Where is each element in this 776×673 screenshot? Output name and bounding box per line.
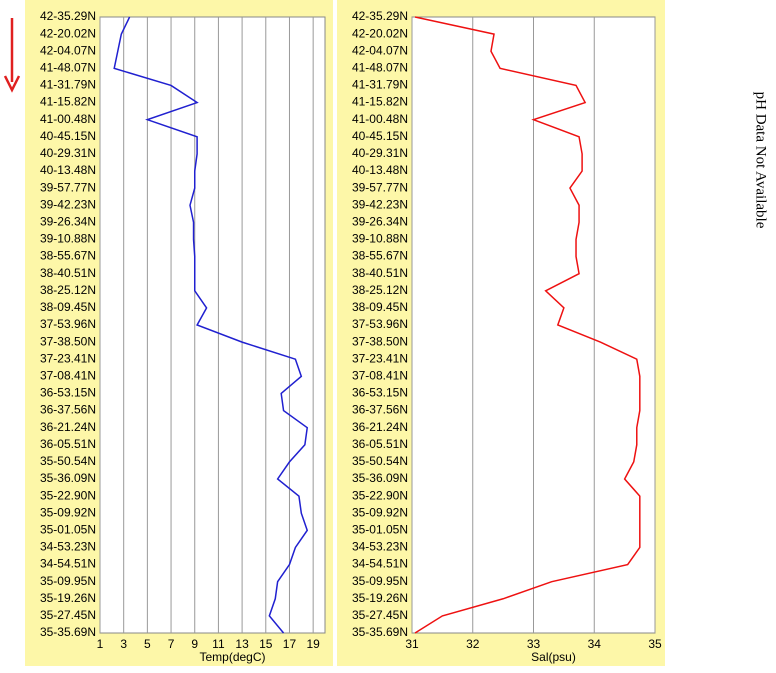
y-tick-label: 39-26.34N bbox=[40, 215, 96, 229]
y-tick-label: 38-40.51N bbox=[40, 266, 96, 280]
y-tick-label: 38-40.51N bbox=[352, 266, 408, 280]
y-tick-label: 39-57.77N bbox=[40, 180, 96, 194]
y-tick-label: 35-09.95N bbox=[352, 574, 408, 588]
y-tick-label: 37-23.41N bbox=[352, 351, 408, 365]
y-tick-label: 35-27.45N bbox=[352, 608, 408, 622]
y-tick-label: 37-38.50N bbox=[352, 334, 408, 348]
y-tick-label: 38-25.12N bbox=[40, 283, 96, 297]
y-tick-label: 39-42.23N bbox=[352, 197, 408, 211]
y-tick-label: 42-04.07N bbox=[40, 43, 96, 57]
y-tick-label: 42-35.29N bbox=[352, 9, 408, 23]
y-tick-label: 39-57.77N bbox=[352, 180, 408, 194]
y-tick-label: 40-45.15N bbox=[352, 129, 408, 143]
y-tick-label: 41-15.82N bbox=[352, 95, 408, 109]
y-tick-label: 35-35.69N bbox=[40, 625, 96, 639]
x-tick-label: 17 bbox=[283, 637, 297, 651]
y-tick-label: 37-23.41N bbox=[40, 351, 96, 365]
y-tick-label: 35-19.26N bbox=[352, 591, 408, 605]
x-tick-label: 9 bbox=[191, 637, 198, 651]
y-tick-label: 41-48.07N bbox=[40, 61, 96, 75]
y-tick-label: 35-22.90N bbox=[40, 488, 96, 502]
y-tick-label: 41-00.48N bbox=[40, 112, 96, 126]
y-tick-label: 35-36.09N bbox=[40, 471, 96, 485]
y-tick-label: 35-35.69N bbox=[352, 625, 408, 639]
data-line bbox=[113, 16, 309, 634]
y-tick-label: 36-53.15N bbox=[40, 386, 96, 400]
x-tick-label: 11 bbox=[212, 637, 225, 651]
y-tick-label: 42-04.07N bbox=[352, 43, 408, 57]
y-tick-label: 42-35.29N bbox=[40, 9, 96, 23]
y-tick-label: 35-36.09N bbox=[352, 471, 408, 485]
y-tick-label: 35-09.92N bbox=[352, 505, 408, 519]
x-tick-label: 1 bbox=[97, 637, 104, 651]
y-tick-label: 36-05.51N bbox=[352, 437, 408, 451]
x-tick-label: 31 bbox=[405, 637, 419, 651]
x-axis-label: Temp(degC) bbox=[199, 650, 265, 664]
y-tick-label: 38-09.45N bbox=[352, 300, 408, 314]
plot-area bbox=[99, 16, 326, 634]
y-tick-label: 35-27.45N bbox=[40, 608, 96, 622]
y-tick-label: 35-19.26N bbox=[40, 591, 96, 605]
x-tick-label: 35 bbox=[648, 637, 662, 651]
x-tick-label: 5 bbox=[144, 637, 151, 651]
y-tick-label: 41-48.07N bbox=[352, 61, 408, 75]
x-axis-label: Sal(psu) bbox=[531, 650, 576, 664]
x-tick-label: 3 bbox=[120, 637, 127, 651]
y-tick-label: 42-20.02N bbox=[40, 26, 96, 40]
y-tick-label: 37-53.96N bbox=[352, 317, 408, 331]
y-tick-label: 39-10.88N bbox=[40, 232, 96, 246]
y-tick-label: 35-22.90N bbox=[352, 488, 408, 502]
y-tick-label: 42-20.02N bbox=[352, 26, 408, 40]
y-tick-label: 34-53.23N bbox=[352, 540, 408, 554]
x-tick-label: 33 bbox=[527, 637, 541, 651]
y-tick-label: 37-08.41N bbox=[40, 369, 96, 383]
y-tick-label: 40-13.48N bbox=[40, 163, 96, 177]
y-tick-label: 40-45.15N bbox=[40, 129, 96, 143]
y-tick-label: 38-55.67N bbox=[40, 249, 96, 263]
y-tick-label: 41-31.79N bbox=[352, 78, 408, 92]
y-tick-label: 40-13.48N bbox=[352, 163, 408, 177]
y-tick-label: 39-10.88N bbox=[352, 232, 408, 246]
x-tick-label: 19 bbox=[306, 637, 320, 651]
y-tick-label: 36-53.15N bbox=[352, 386, 408, 400]
y-tick-label: 38-25.12N bbox=[352, 283, 408, 297]
arrow-head bbox=[3, 75, 21, 93]
x-tick-label: 15 bbox=[259, 637, 273, 651]
y-tick-label: 35-01.05N bbox=[352, 523, 408, 537]
y-tick-label: 38-09.45N bbox=[40, 300, 96, 314]
x-tick-label: 34 bbox=[588, 637, 602, 651]
y-tick-label: 41-15.82N bbox=[40, 95, 96, 109]
y-tick-label: 39-42.23N bbox=[40, 197, 96, 211]
y-tick-label: 36-37.56N bbox=[352, 403, 408, 417]
x-tick-label: 7 bbox=[168, 637, 175, 651]
y-tick-label: 36-37.56N bbox=[40, 403, 96, 417]
y-tick-label: 40-29.31N bbox=[40, 146, 96, 160]
note: pH Data Not Available bbox=[753, 92, 769, 229]
y-tick-label: 36-05.51N bbox=[40, 437, 96, 451]
y-tick-label: 41-00.48N bbox=[352, 112, 408, 126]
y-tick-label: 35-09.92N bbox=[40, 505, 96, 519]
y-tick-label: 35-50.54N bbox=[352, 454, 408, 468]
y-tick-label: 36-21.24N bbox=[352, 420, 408, 434]
y-tick-label: 35-50.54N bbox=[40, 454, 96, 468]
y-tick-label: 41-31.79N bbox=[40, 78, 96, 92]
y-tick-label: 37-08.41N bbox=[352, 369, 408, 383]
y-tick-label: 37-53.96N bbox=[40, 317, 96, 331]
y-tick-label: 34-54.51N bbox=[352, 557, 408, 571]
y-tick-label: 36-21.24N bbox=[40, 420, 96, 434]
y-tick-label: 40-29.31N bbox=[352, 146, 408, 160]
data-line bbox=[414, 16, 641, 634]
x-tick-label: 32 bbox=[466, 637, 480, 651]
y-tick-label: 38-55.67N bbox=[352, 249, 408, 263]
y-tick-label: 35-01.05N bbox=[40, 523, 96, 537]
y-tick-label: 39-26.34N bbox=[352, 215, 408, 229]
y-tick-label: 34-54.51N bbox=[40, 557, 96, 571]
x-tick-label: 13 bbox=[235, 637, 249, 651]
y-tick-label: 34-53.23N bbox=[40, 540, 96, 554]
y-tick-label: 37-38.50N bbox=[40, 334, 96, 348]
y-tick-label: 35-09.95N bbox=[40, 574, 96, 588]
